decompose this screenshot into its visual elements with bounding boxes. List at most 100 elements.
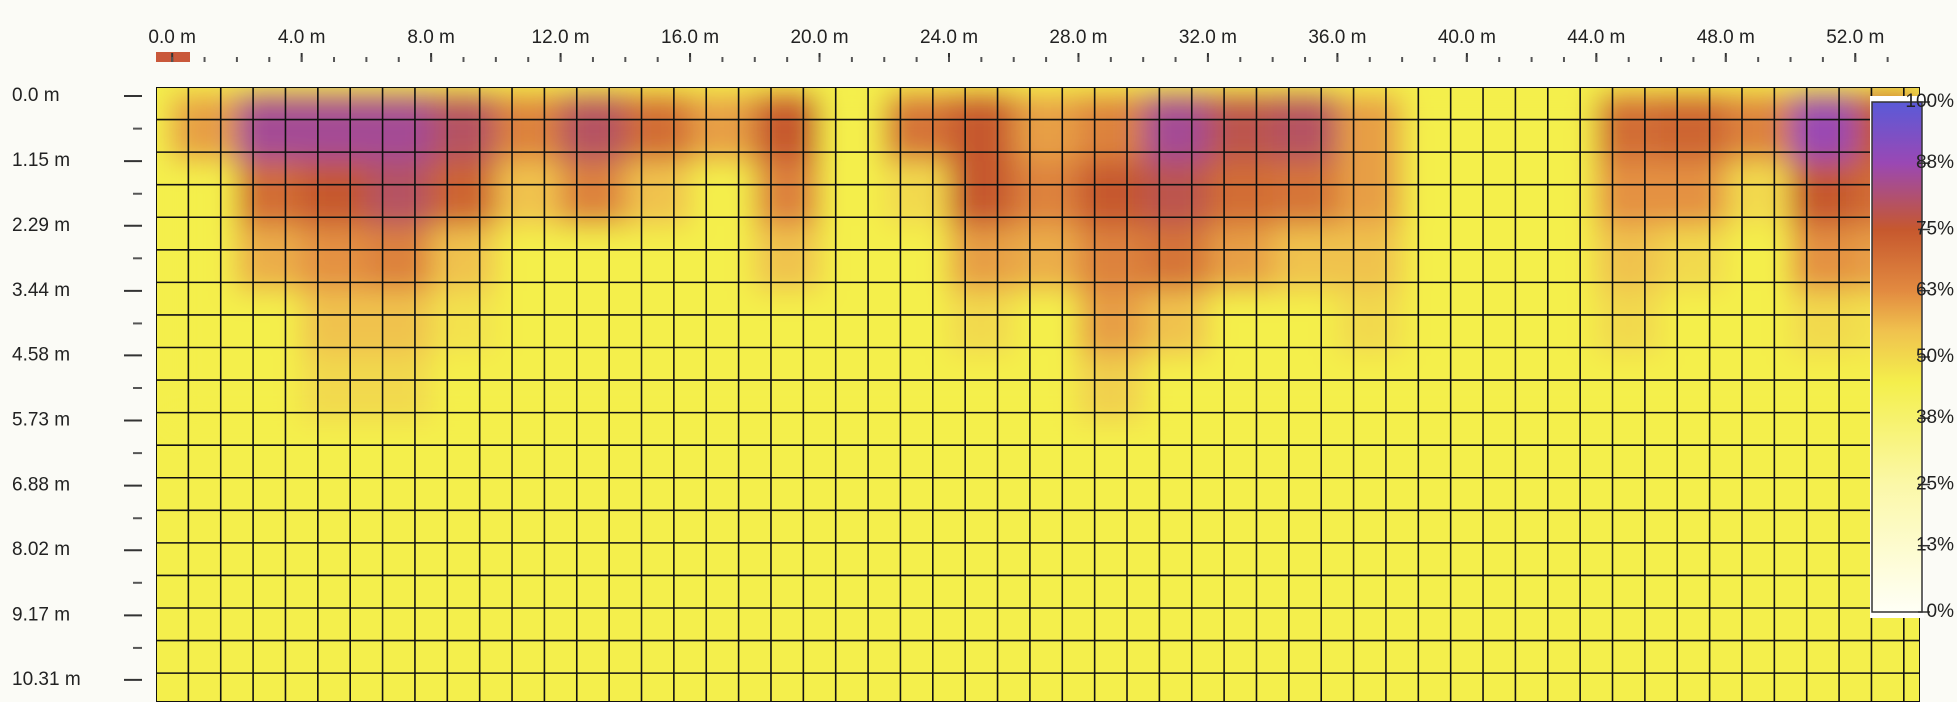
heat-cell bbox=[172, 96, 238, 162]
colorbar-label: 88% bbox=[1916, 152, 1954, 173]
y-tick-label: 1.15 m bbox=[12, 150, 70, 171]
heat-cell bbox=[948, 290, 1015, 356]
heat-cell bbox=[1596, 225, 1662, 292]
heat-cell bbox=[1661, 355, 1727, 422]
heat-cell bbox=[1661, 290, 1727, 356]
y-tick-label: 0.0 m bbox=[12, 85, 60, 106]
heat-cell bbox=[1725, 355, 1792, 422]
heat-cell bbox=[1725, 96, 1792, 162]
heat-cell bbox=[1272, 225, 1338, 292]
heat-cell bbox=[1013, 355, 1079, 422]
heat-cell bbox=[1466, 161, 1533, 227]
heat-cell bbox=[819, 96, 885, 162]
heat-cell bbox=[819, 161, 885, 227]
heat-cell bbox=[754, 225, 821, 292]
heat-cell bbox=[366, 96, 432, 162]
heat-cell bbox=[1596, 290, 1662, 356]
heat-cell bbox=[1596, 161, 1662, 227]
heat-cell bbox=[366, 225, 432, 292]
heat-cell bbox=[819, 290, 885, 356]
heat-cell bbox=[1013, 96, 1079, 162]
heat-cell bbox=[1078, 96, 1144, 162]
heat-cell bbox=[884, 161, 950, 227]
heat-cell bbox=[1402, 161, 1468, 227]
colorbar-label: 63% bbox=[1916, 280, 1954, 301]
y-tick-label: 9.17 m bbox=[12, 604, 70, 625]
heat-cell bbox=[690, 355, 756, 422]
heat-cell bbox=[1143, 96, 1209, 162]
y-tick-label: 3.44 m bbox=[12, 280, 70, 301]
heat-cell bbox=[1272, 161, 1338, 227]
y-tick-label: 5.73 m bbox=[12, 410, 70, 431]
heat-cell bbox=[1661, 161, 1727, 227]
heat-cell bbox=[495, 225, 562, 292]
cell-grid bbox=[156, 87, 1920, 702]
heat-cell bbox=[625, 355, 691, 422]
y-tick-label: 8.02 m bbox=[12, 539, 70, 560]
heat-cell bbox=[560, 355, 626, 422]
heat-cell bbox=[1402, 355, 1468, 422]
colorbar-label: 25% bbox=[1916, 474, 1954, 495]
heat-cell bbox=[690, 161, 756, 227]
heat-cell bbox=[884, 96, 950, 162]
heat-cells bbox=[172, 96, 1920, 422]
heat-cell bbox=[560, 161, 626, 227]
heat-cell bbox=[1337, 355, 1403, 422]
heat-cell bbox=[1531, 290, 1597, 356]
heat-cell bbox=[1207, 225, 1274, 292]
heat-cell bbox=[948, 96, 1015, 162]
heat-cell bbox=[1531, 96, 1597, 162]
heat-cell bbox=[431, 161, 497, 227]
axes: 0.0 m 4.0 m 8.0 m 12.0 m 16.0 m 20.0 m 24.0 m 2… bbox=[12, 27, 1889, 690]
heat-cell bbox=[236, 355, 303, 422]
heat-cell bbox=[1078, 290, 1144, 356]
heat-cell bbox=[560, 96, 626, 162]
heatmap bbox=[172, 96, 1920, 422]
heat-cell bbox=[301, 225, 367, 292]
y-tick-label: 10.31 m bbox=[12, 669, 81, 690]
heat-cell bbox=[1725, 161, 1792, 227]
heat-cell bbox=[754, 161, 821, 227]
colorbar-label: 38% bbox=[1916, 407, 1954, 428]
heat-cell bbox=[884, 225, 950, 292]
heat-cell bbox=[690, 96, 756, 162]
x-tick-label: 12.0 m bbox=[532, 27, 590, 48]
x-tick-label: 8.0 m bbox=[407, 27, 455, 48]
heat-cell bbox=[1661, 225, 1727, 292]
heat-cell bbox=[560, 225, 626, 292]
x-tick-label: 24.0 m bbox=[920, 27, 978, 48]
colorbar: 100% 88% 75% 63% 50% 38% 25% 13% 0% bbox=[1870, 91, 1954, 622]
heat-cell bbox=[1272, 355, 1338, 422]
x-tick-label: 52.0 m bbox=[1826, 27, 1884, 48]
heat-cell bbox=[1272, 290, 1338, 356]
heat-cell bbox=[1661, 96, 1727, 162]
heat-cell bbox=[1402, 225, 1468, 292]
heat-cell bbox=[1013, 225, 1079, 292]
heat-cell bbox=[236, 161, 303, 227]
heat-cell bbox=[1725, 290, 1792, 356]
colorbar-label: 0% bbox=[1927, 601, 1955, 622]
heat-cell bbox=[819, 355, 885, 422]
y-tick-label: 4.58 m bbox=[12, 344, 70, 365]
heat-cell bbox=[1143, 355, 1209, 422]
x-tick-label: 36.0 m bbox=[1308, 27, 1366, 48]
heat-cell bbox=[690, 225, 756, 292]
heat-cell bbox=[301, 290, 367, 356]
heat-cell bbox=[1013, 290, 1079, 356]
heat-cell bbox=[495, 290, 562, 356]
heat-cell bbox=[1143, 161, 1209, 227]
heat-cell bbox=[625, 225, 691, 292]
heat-cell bbox=[948, 355, 1015, 422]
y-tick-label: 6.88 m bbox=[12, 475, 70, 496]
heat-cell bbox=[625, 290, 691, 356]
colorbar-label: 13% bbox=[1916, 535, 1954, 556]
x-tick-label: 28.0 m bbox=[1049, 27, 1107, 48]
heat-cell bbox=[1466, 225, 1533, 292]
heat-cell bbox=[301, 355, 367, 422]
y-tick-label: 2.29 m bbox=[12, 215, 70, 236]
heat-cell bbox=[236, 290, 303, 356]
heat-cell bbox=[495, 161, 562, 227]
heat-cell bbox=[366, 290, 432, 356]
heat-cell bbox=[495, 96, 562, 162]
colorbar-label: 100% bbox=[1905, 91, 1954, 112]
